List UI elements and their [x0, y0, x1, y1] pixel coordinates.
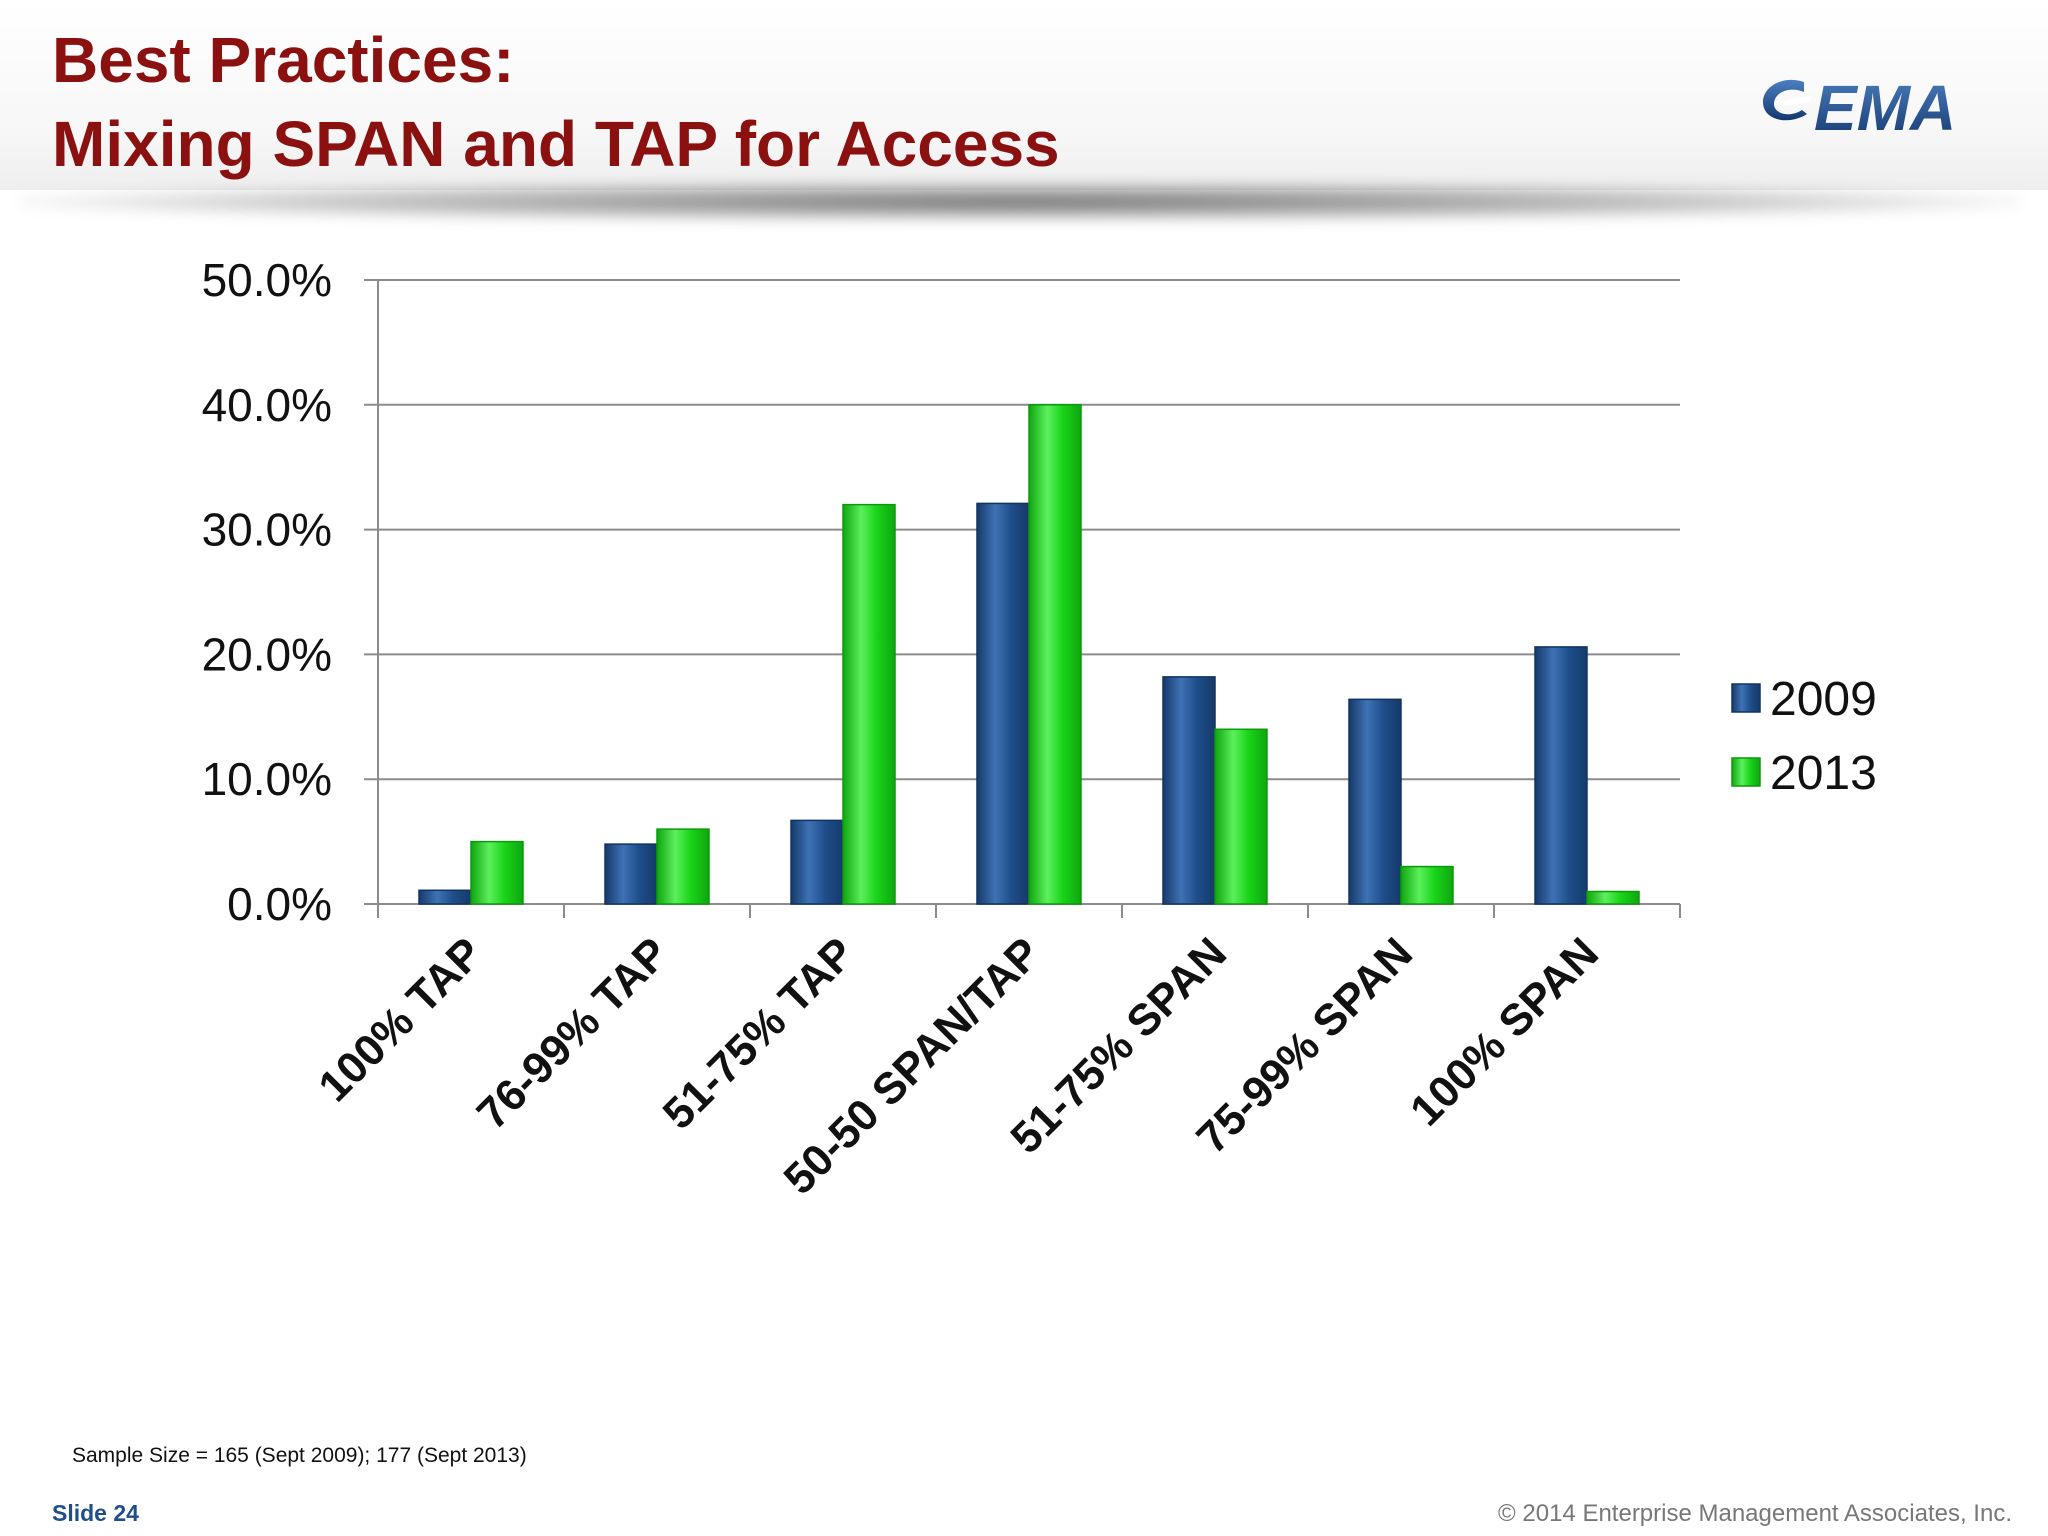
- bar-2009-4: [976, 502, 1030, 905]
- bar-2013-3: [842, 503, 896, 905]
- slide-label: Slide: [52, 1500, 107, 1526]
- bar-2013-5: [1214, 728, 1268, 905]
- bar-2009-5: [1162, 676, 1216, 905]
- sample-size-note: Sample Size = 165 (Sept 2009); 177 (Sept…: [72, 1444, 527, 1467]
- bar-2013-7: [1586, 890, 1640, 905]
- copyright: © 2014 Enterprise Management Associates,…: [1498, 1500, 2012, 1527]
- x-category-label: 76-99% TAP: [468, 928, 678, 1138]
- y-tick-label: 10.0%: [202, 753, 332, 805]
- slide-number: Slide 24: [52, 1500, 139, 1527]
- x-category-label: 51-75% TAP: [654, 928, 864, 1138]
- bar-2009-2: [604, 843, 658, 905]
- bar-2009-1: [418, 889, 472, 905]
- legend-swatch-2009: [1731, 683, 1761, 713]
- x-category-label: 100% TAP: [309, 928, 492, 1111]
- legend-swatch-2013: [1731, 757, 1761, 787]
- bar-2013-6: [1400, 865, 1454, 905]
- bar-2009-7: [1534, 646, 1588, 905]
- slide-title: Best Practices: Mixing SPAN and TAP for …: [52, 18, 1060, 186]
- swoosh-icon: [1763, 79, 1812, 121]
- bar-2009-6: [1348, 698, 1402, 905]
- slide-number-value: 24: [113, 1500, 139, 1526]
- slide-title-line2: Mixing SPAN and TAP for Access: [52, 108, 1060, 180]
- slide-title-line1: Best Practices:: [52, 24, 515, 96]
- header-shadow: [20, 182, 2020, 222]
- bar-2009-3: [790, 819, 844, 905]
- bar-chart: 0.0% 10.0% 20.0% 30.0% 40.0% 50.0% 100% TAP76-…: [202, 254, 1877, 1204]
- header-band: [0, 0, 2048, 190]
- ema-logo: EMA: [1763, 72, 1956, 144]
- y-tick-label: 30.0%: [202, 504, 332, 556]
- legend-label-2013: 2013: [1770, 747, 1877, 800]
- logo-wordmark: EMA: [1814, 72, 1956, 144]
- bar-2013-4: [1028, 404, 1082, 905]
- x-category-label: 100% SPAN: [1401, 928, 1608, 1135]
- legend-label-2009: 2009: [1770, 673, 1877, 726]
- bar-2013-1: [470, 840, 524, 905]
- y-tick-label: 40.0%: [202, 379, 332, 431]
- y-tick-label: 50.0%: [202, 254, 332, 306]
- bar-2013-2: [656, 828, 710, 905]
- y-tick-label: 20.0%: [202, 628, 332, 680]
- y-tick-label: 0.0%: [227, 878, 332, 930]
